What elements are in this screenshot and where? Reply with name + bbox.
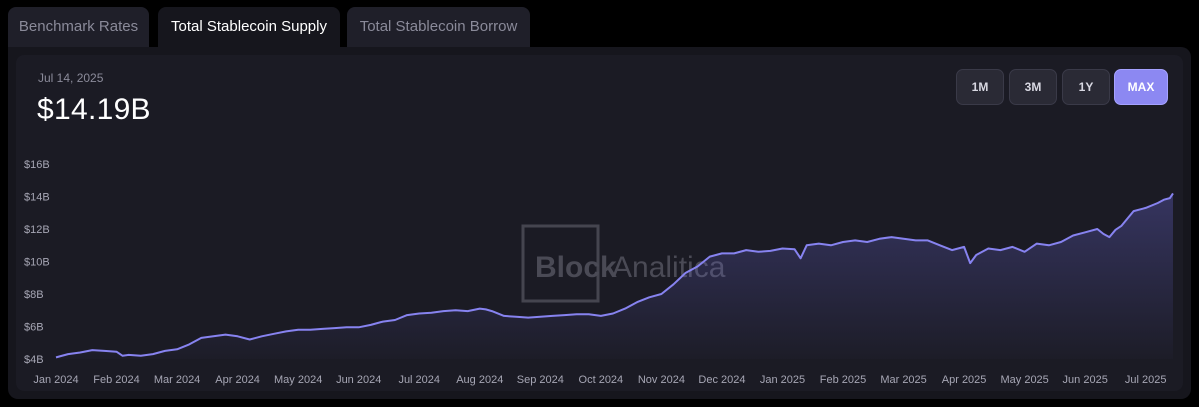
y-axis: $4B $6B $8B $10B $12B $14B $16B	[24, 159, 50, 366]
x-tick-label: Sep 2024	[517, 374, 564, 386]
x-tick-label: Mar 2024	[154, 374, 200, 386]
range-1m-button[interactable]: 1M	[956, 69, 1004, 105]
x-tick-label: Jul 2024	[398, 374, 440, 386]
x-tick-label: Feb 2025	[820, 374, 866, 386]
x-tick-label: Jun 2024	[336, 374, 381, 386]
selected-date: Jul 14, 2025	[38, 71, 104, 85]
x-tick-label: May 2024	[274, 374, 322, 386]
y-tick-label: $16B	[24, 159, 50, 171]
x-tick-label: Nov 2024	[638, 374, 685, 386]
x-tick-label: Apr 2024	[215, 374, 260, 386]
x-tick-label: May 2025	[1000, 374, 1048, 386]
watermark-logo-bold: Block	[535, 251, 617, 284]
x-axis: Jan 2024 Feb 2024 Mar 2024 Apr 2024 May 2024…	[33, 374, 1166, 386]
y-tick-label: $8B	[24, 289, 44, 301]
x-tick-label: Aug 2024	[456, 374, 503, 386]
tab-benchmark-rates[interactable]: Benchmark Rates	[8, 7, 149, 47]
y-tick-label: $10B	[24, 257, 50, 269]
watermark-logo-box	[521, 224, 600, 303]
x-tick-label: Jun 2025	[1063, 374, 1108, 386]
y-tick-label: $4B	[24, 354, 44, 366]
x-tick-label: Jul 2025	[1125, 374, 1167, 386]
selected-value: $14.19B	[37, 93, 151, 126]
y-tick-label: $14B	[24, 192, 50, 204]
range-max-button[interactable]: MAX	[1114, 69, 1168, 105]
x-tick-label: Oct 2024	[579, 374, 624, 386]
y-tick-label: $6B	[24, 322, 44, 334]
x-tick-label: Apr 2025	[942, 374, 987, 386]
tab-total-stablecoin-borrow[interactable]: Total Stablecoin Borrow	[347, 7, 530, 47]
chart-panel: Jul 14, 2025 $14.19B 1M 3M 1Y MAX Block …	[8, 47, 1191, 399]
y-tick-label: $12B	[24, 224, 50, 236]
tab-total-stablecoin-supply[interactable]: Total Stablecoin Supply	[158, 7, 340, 47]
x-tick-label: Jan 2025	[760, 374, 805, 386]
x-tick-label: Dec 2024	[698, 374, 745, 386]
supply-chart[interactable]: Block Analitica $4B$6B$8B$10B$12B$14B$16…	[16, 55, 1183, 391]
x-tick-label: Jan 2024	[33, 374, 78, 386]
range-1y-button[interactable]: 1Y	[1062, 69, 1110, 105]
x-tick-label: Mar 2025	[880, 374, 926, 386]
series-area	[56, 193, 1173, 359]
series-line	[55, 192, 1174, 359]
chart-card: Jul 14, 2025 $14.19B 1M 3M 1Y MAX Block …	[16, 55, 1183, 391]
range-3m-button[interactable]: 3M	[1009, 69, 1057, 105]
x-tick-label: Feb 2024	[93, 374, 139, 386]
